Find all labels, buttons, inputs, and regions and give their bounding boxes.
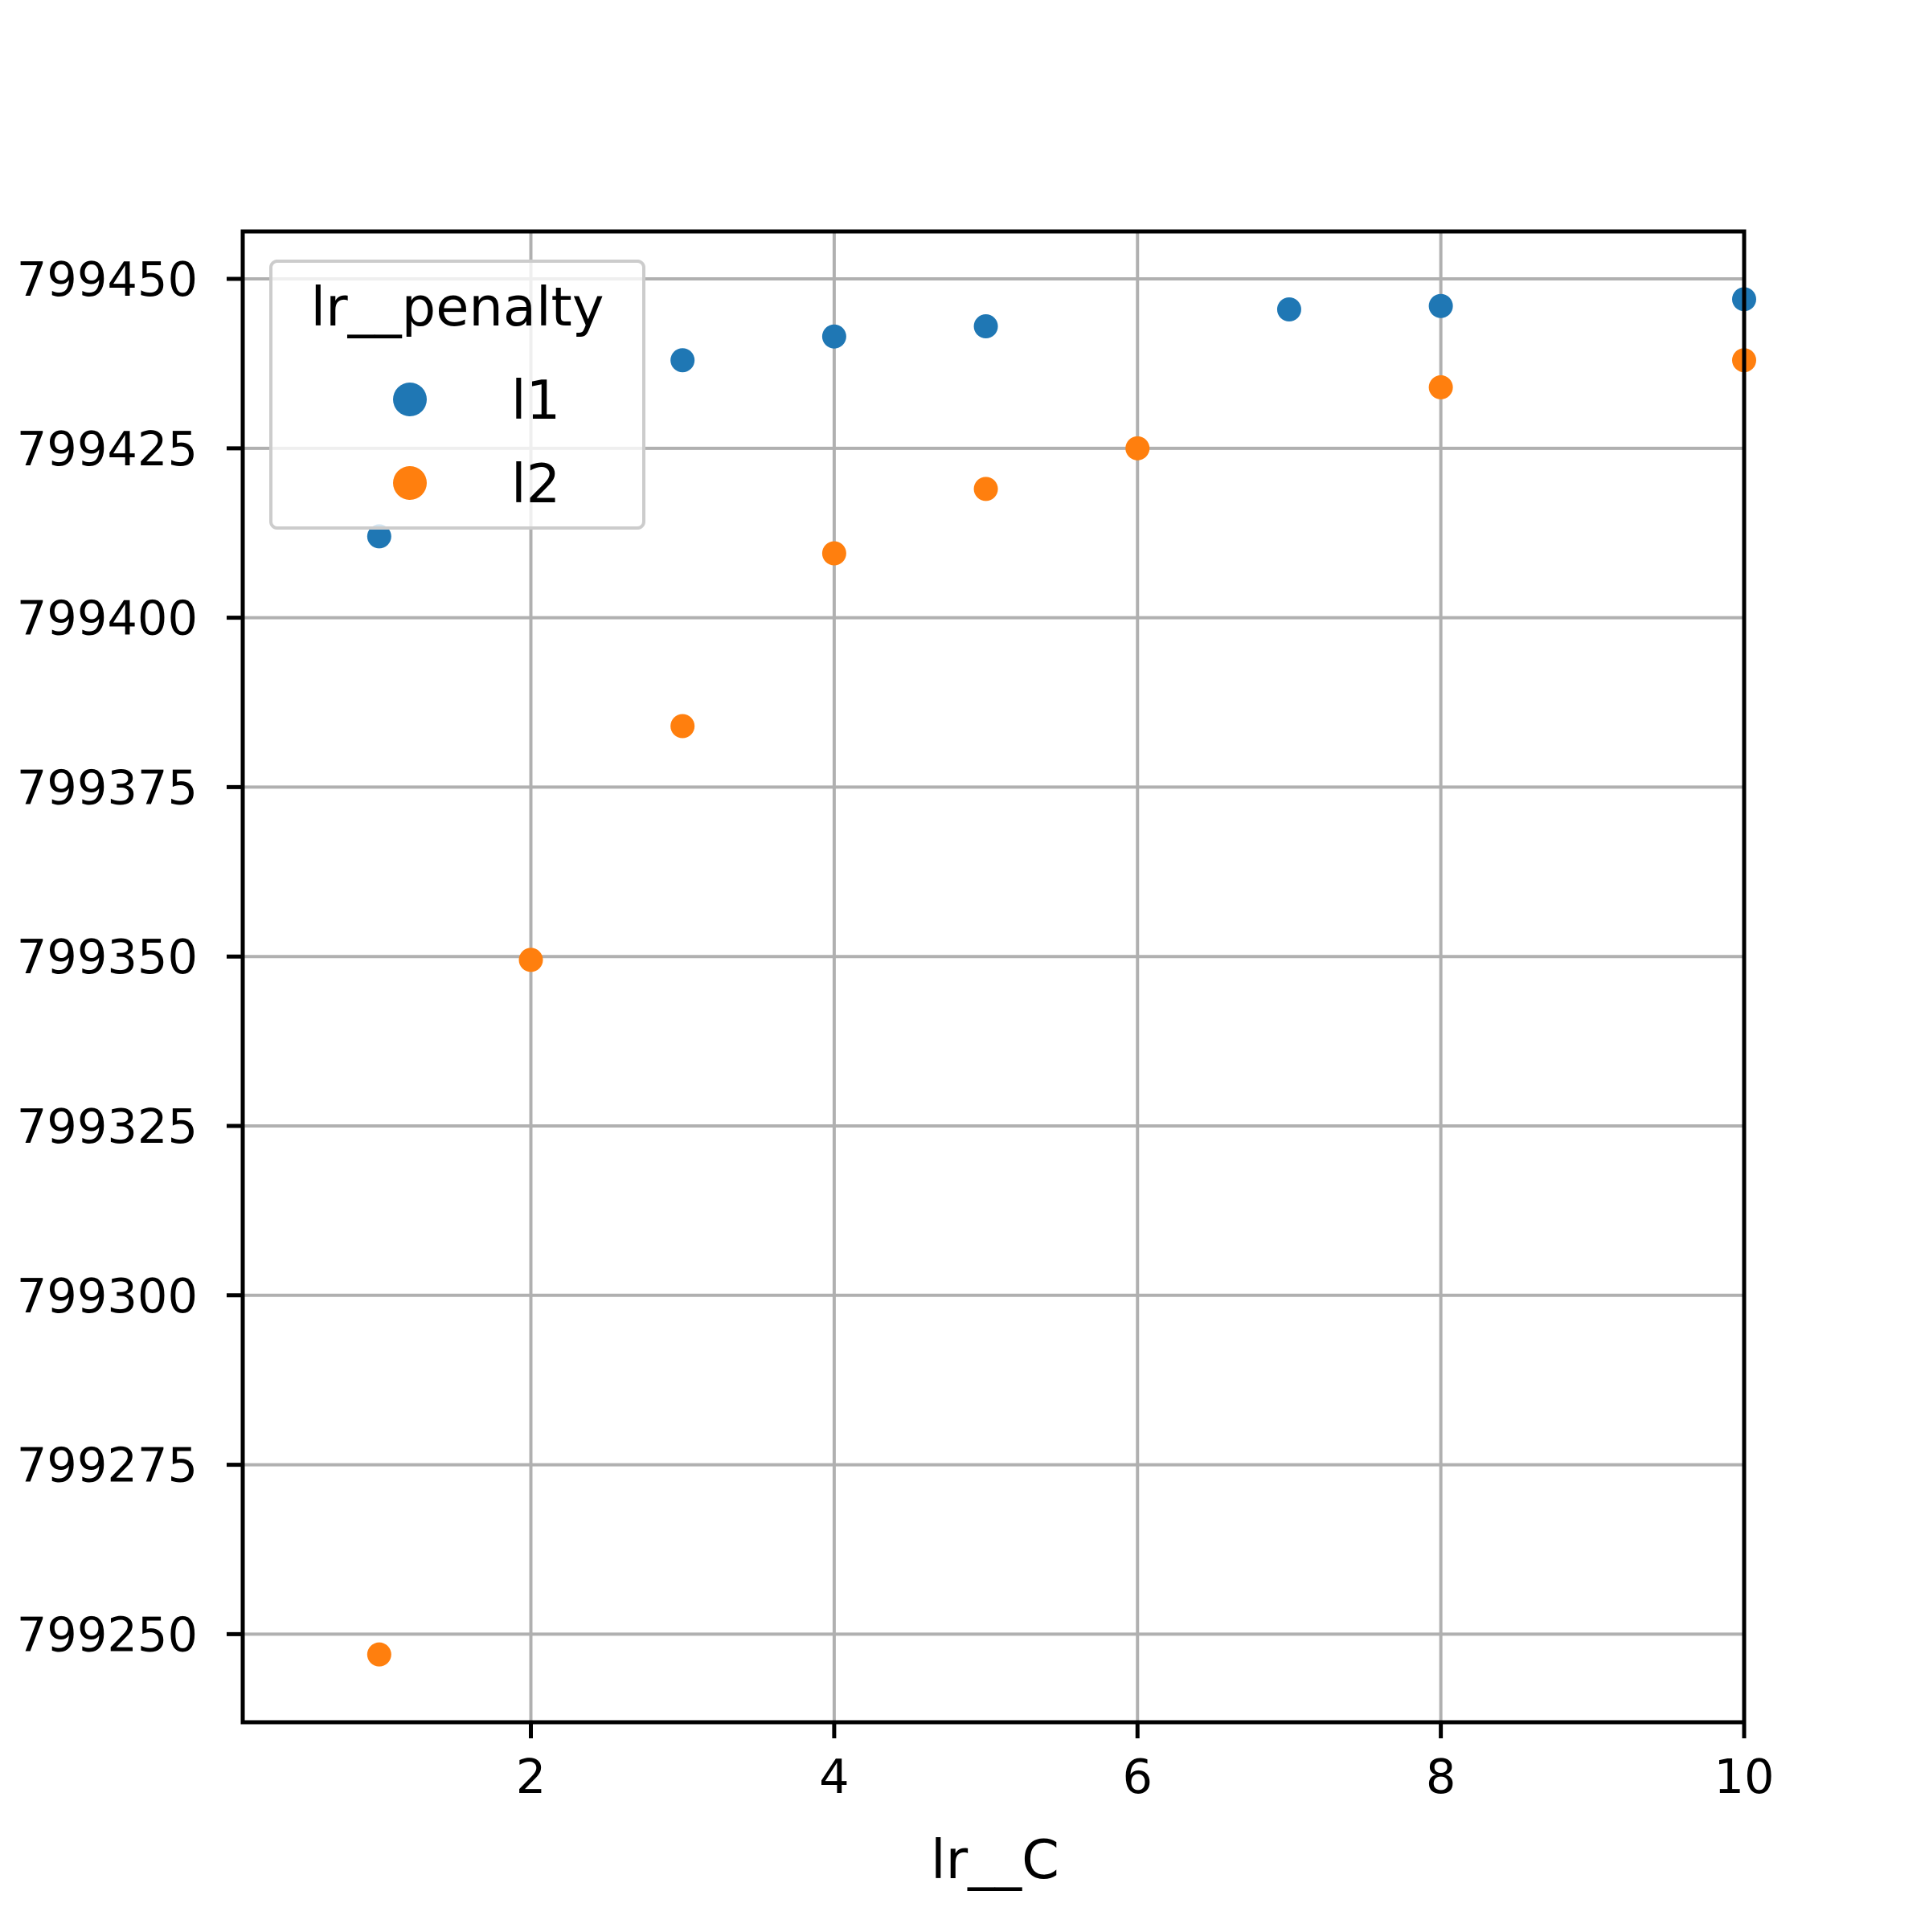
x-tick-label: 8 [1426, 1749, 1456, 1804]
x-axis-label: lr__C [931, 1828, 1059, 1891]
y-tick-label: 799350 [17, 929, 198, 984]
data-points [367, 287, 1756, 1667]
x-tick-label: 6 [1122, 1749, 1153, 1804]
x-tick-label: 4 [819, 1749, 850, 1804]
scatter-point-l1 [821, 324, 846, 349]
axis-ticks: 2 4 6 8 10 799250 799275 799300 799325 799350 7993… [17, 252, 1775, 1804]
scatter-point-l2 [821, 541, 846, 566]
scatter-point-l1 [670, 348, 695, 373]
scatter-point-l2 [973, 477, 998, 501]
grid [243, 231, 1746, 1722]
legend: lr__penalty l1 l2 [269, 260, 645, 530]
scatter-point-l1 [367, 524, 391, 549]
y-tick-label: 799300 [17, 1268, 198, 1324]
legend-title: lr__penalty [311, 276, 604, 338]
scatter-point-l1 [1428, 293, 1453, 318]
legend-label-l2: l2 [511, 452, 560, 515]
legend-box [269, 260, 645, 530]
y-tick-label: 799450 [17, 252, 198, 307]
axes-frame [240, 229, 1747, 1725]
x-tick-label: 10 [1714, 1749, 1774, 1804]
legend-marker-l2 [393, 466, 427, 500]
scatter-point-l2 [1428, 375, 1453, 399]
y-tick-label: 799250 [17, 1607, 198, 1662]
scatter-point-l1 [1276, 297, 1301, 321]
scatter-point-l2 [1125, 436, 1150, 460]
scatter-point-l1 [973, 314, 998, 339]
y-tick-label: 799425 [17, 421, 198, 477]
y-tick-label: 799375 [17, 759, 198, 815]
y-tick-label: 799325 [17, 1099, 198, 1154]
y-tick-label: 799400 [17, 591, 198, 646]
legend-label-l1: l1 [511, 369, 560, 432]
scatter-point-l2 [518, 948, 543, 972]
x-tick-label: 2 [516, 1749, 547, 1804]
legend-marker-l1 [393, 383, 427, 416]
scatter-point-l2 [367, 1642, 391, 1667]
scatter-point-l2 [670, 714, 695, 739]
y-tick-label: 799275 [17, 1438, 198, 1493]
